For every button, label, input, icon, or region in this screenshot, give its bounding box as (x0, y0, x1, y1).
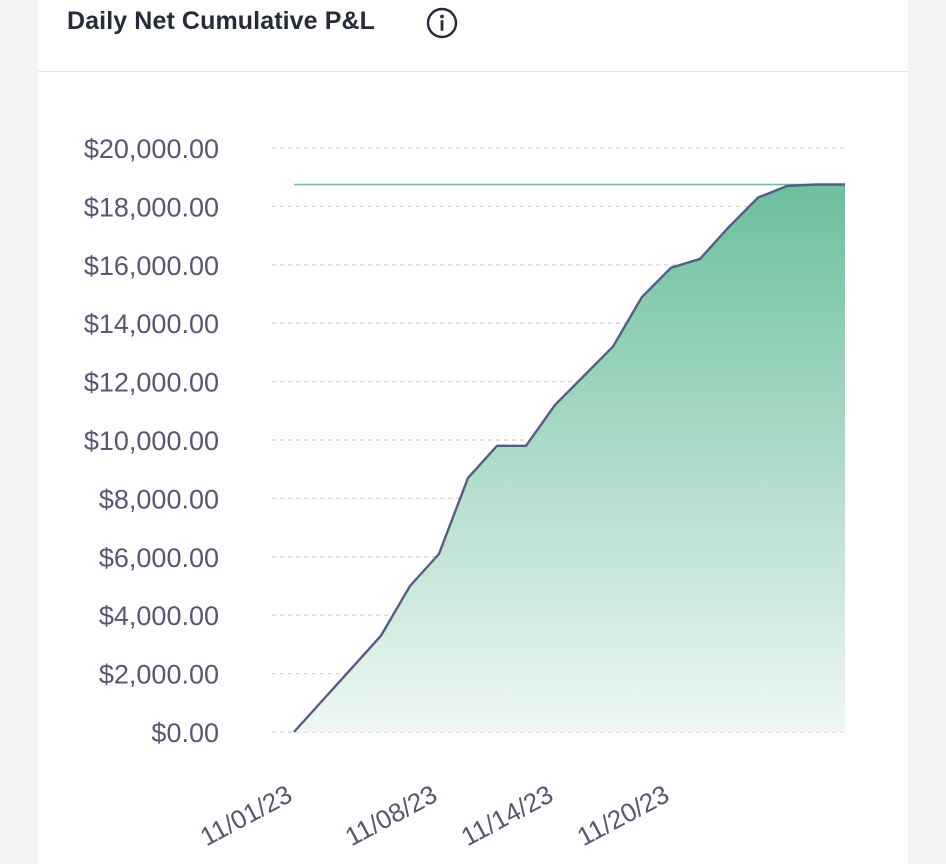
y-tick-label: $6,000.00 (99, 543, 219, 573)
y-tick-label: $4,000.00 (99, 601, 219, 631)
x-tick-label: 11/01/23 (195, 779, 297, 852)
y-tick-label: $0.00 (151, 718, 219, 748)
chart-title: Daily Net Cumulative P&L (67, 7, 376, 35)
y-tick-label: $18,000.00 (84, 192, 219, 222)
y-tick-label: $14,000.00 (84, 309, 219, 339)
y-tick-label: $12,000.00 (84, 368, 219, 398)
y-tick-label: $8,000.00 (99, 484, 219, 514)
y-tick-label: $10,000.00 (84, 426, 219, 456)
series-line (293, 183, 845, 733)
y-tick-label: $16,000.00 (84, 251, 219, 281)
x-tick-label: 11/14/23 (456, 779, 558, 852)
series-area (294, 184, 845, 732)
x-tick-label: 11/08/23 (340, 779, 442, 852)
x-tick-label: 11/20/23 (572, 779, 674, 852)
card-header: Daily Net Cumulative P&L (38, 0, 908, 72)
info-icon[interactable] (426, 7, 458, 39)
y-tick-label: $2,000.00 (99, 660, 219, 690)
y-tick-label: $20,000.00 (84, 134, 219, 164)
